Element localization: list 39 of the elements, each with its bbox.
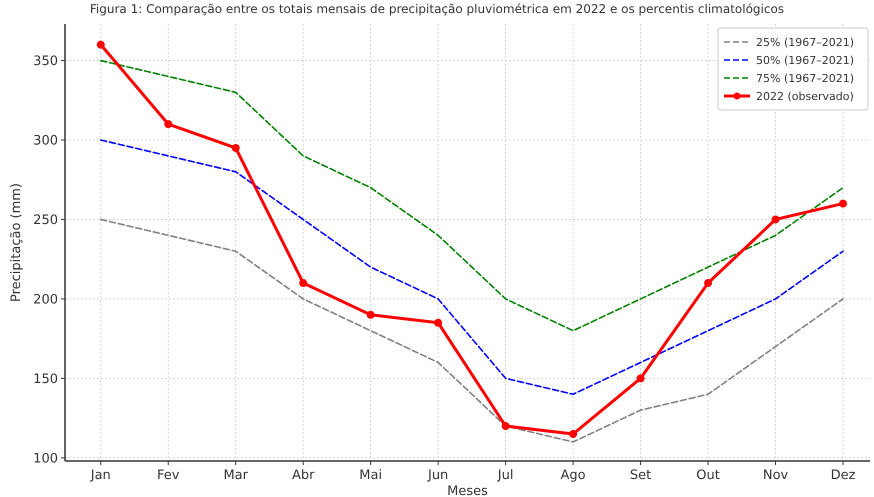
point bbox=[569, 430, 578, 438]
x-tick-label: Mai bbox=[359, 468, 382, 483]
line-series bbox=[100, 218, 844, 443]
line-series bbox=[100, 139, 844, 396]
y-tick-label: 300 bbox=[33, 134, 58, 149]
legend-label: 50% (1967–2021) bbox=[756, 54, 854, 67]
x-tick-label: Abr bbox=[292, 468, 316, 483]
x-tick-label: Set bbox=[630, 468, 652, 483]
x-tick-label: Jul bbox=[496, 468, 514, 483]
legend-label: 2022 (observado) bbox=[756, 90, 854, 103]
point bbox=[636, 374, 645, 382]
point bbox=[839, 200, 848, 208]
point bbox=[232, 144, 240, 152]
point bbox=[164, 120, 172, 128]
point bbox=[96, 40, 105, 49]
x-tick-label: Jan bbox=[90, 468, 111, 483]
y-axis-title: Precipitação (mm) bbox=[9, 182, 24, 302]
y-tick-label: 200 bbox=[33, 292, 58, 308]
legend-label: 75% (1967–2021) bbox=[756, 72, 854, 85]
x-axis-title: Meses bbox=[447, 484, 488, 497]
x-tick-label: Ago bbox=[560, 468, 586, 483]
legend-label: 25% (1967–2021) bbox=[756, 36, 854, 49]
point bbox=[772, 215, 780, 224]
y-tick-label: 100 bbox=[33, 451, 58, 466]
point bbox=[299, 279, 308, 288]
point bbox=[366, 310, 375, 319]
chart-title: Figura 1: Comparação entre os totais mensais de precipitação pluviométrica em 2022 e os percentis climatológicos bbox=[90, 2, 784, 16]
point bbox=[704, 279, 712, 288]
x-tick-label: Dez bbox=[830, 468, 856, 483]
x-tick-label: Fev bbox=[157, 468, 180, 483]
y-tick-label: 350 bbox=[33, 54, 58, 70]
point bbox=[434, 318, 442, 327]
x-tick-label: Jun bbox=[426, 468, 448, 483]
x-tick-label: Out bbox=[696, 468, 720, 483]
x-tick-label: Nov bbox=[762, 468, 789, 483]
y-tick-label: 150 bbox=[33, 372, 58, 387]
point bbox=[502, 422, 510, 430]
x-tick-label: Mar bbox=[223, 468, 249, 483]
y-tick-label: 250 bbox=[33, 213, 58, 228]
